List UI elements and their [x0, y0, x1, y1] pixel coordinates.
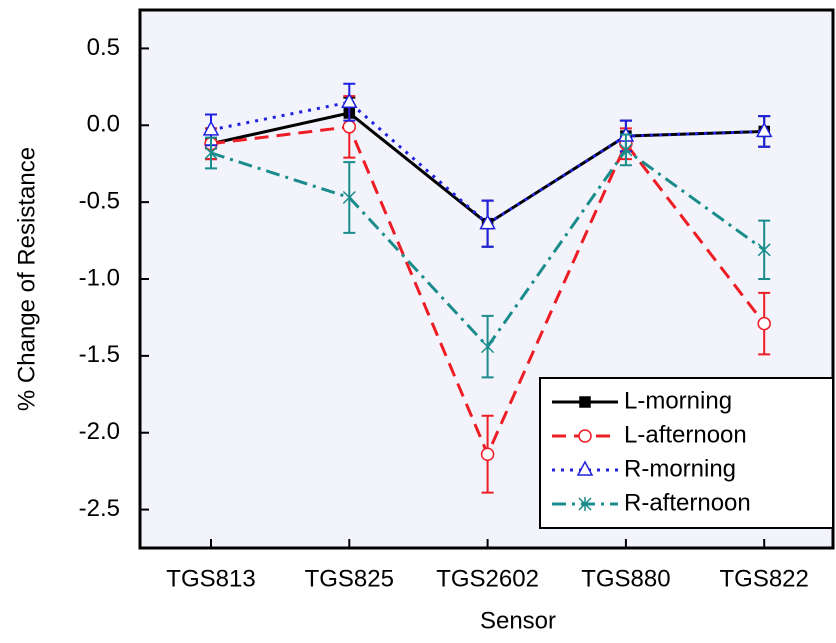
marker	[757, 242, 771, 257]
marker	[755, 121, 773, 138]
y-tick-label: -1.5	[79, 341, 120, 368]
marker	[619, 142, 633, 157]
marker	[202, 120, 220, 136]
legend-marker	[578, 429, 592, 443]
marker	[342, 120, 357, 134]
x-tick-label: TGS813	[166, 565, 255, 592]
legend-marker	[578, 497, 592, 511]
marker	[480, 447, 495, 461]
y-tick-label: 0.5	[87, 34, 120, 61]
x-tick-label: TGS825	[305, 565, 394, 592]
x-tick-label: TGS2602	[436, 565, 539, 592]
legend-marker	[579, 396, 591, 408]
marker	[341, 92, 358, 108]
marker	[757, 316, 771, 331]
marker	[342, 190, 356, 205]
y-tick-label: -2.0	[79, 418, 120, 445]
y-tick-label: -0.5	[79, 187, 120, 214]
y-tick-label: 0.0	[87, 111, 120, 138]
legend-label: L-morning	[624, 387, 732, 414]
marker	[479, 214, 496, 230]
marker	[204, 145, 218, 160]
marker	[481, 339, 495, 354]
y-tick-label: -2.5	[79, 495, 120, 522]
legend-label: R-afternoon	[624, 489, 751, 516]
legend-marker	[576, 460, 594, 476]
legend-label: L-afternoon	[624, 421, 747, 448]
y-tick-label: -1.0	[79, 264, 120, 291]
x-tick-label: TGS880	[581, 565, 670, 592]
x-tick-label: TGS822	[720, 565, 809, 592]
legend-label: R-morning	[624, 455, 736, 482]
y-axis-title: % Change of Resistance	[13, 147, 40, 411]
x-axis-title: Sensor	[480, 607, 556, 634]
